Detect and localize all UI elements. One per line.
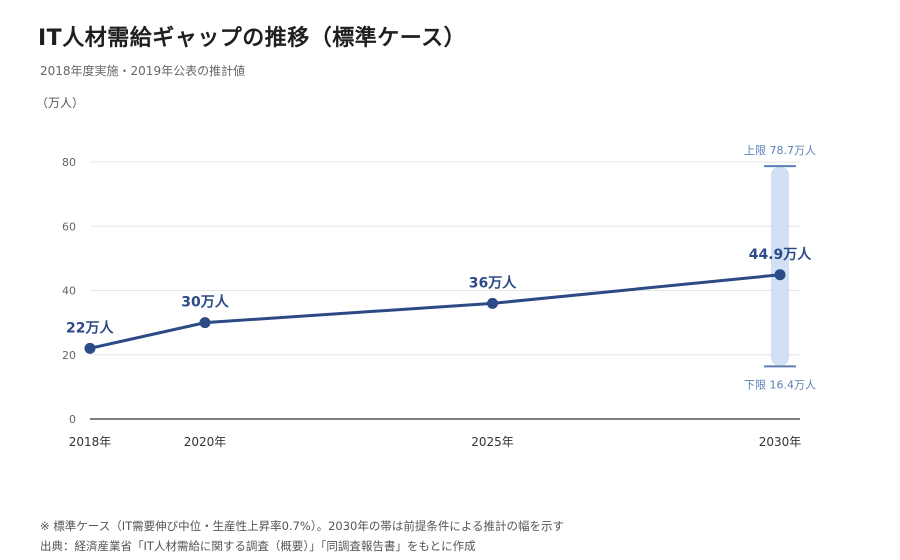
- range-band-bar: [771, 166, 789, 367]
- x-tick-label: 2025年: [471, 435, 514, 449]
- x-tick-label: 2018年: [69, 435, 112, 449]
- data-label: 22万人: [66, 319, 114, 336]
- page-title: IT人材需給ギャップの推移（標準ケース）: [38, 26, 467, 51]
- data-point: [84, 342, 96, 354]
- footnote-source: 出典：経済産業省「IT人材需給に関する調査（概要）」「同調査報告書」をもとに作成: [40, 539, 476, 553]
- data-label: 44.9万人: [749, 246, 813, 263]
- y-tick-label: 40: [62, 285, 76, 298]
- y-axis-label: （万人）: [36, 96, 84, 110]
- page-subtitle: 2018年度実施・2019年公表の推計値: [40, 64, 246, 78]
- y-tick-label: 60: [62, 220, 76, 233]
- x-tick-label: 2030年: [759, 435, 802, 449]
- footnote-scope: ※ 標準ケース（IT需要伸び中位・生産性上昇率0.7%）。2030年の帯は前提条…: [40, 519, 565, 533]
- data-point: [774, 269, 786, 281]
- data-label: 30万人: [181, 294, 229, 311]
- range-upper-label: 上限 78.7万人: [744, 144, 816, 157]
- y-tick-label: 80: [62, 156, 76, 169]
- data-label: 36万人: [469, 274, 517, 291]
- y-tick-labels: 0 20 40 60 80: [62, 156, 76, 426]
- y-tick-label: 0: [69, 413, 76, 426]
- grid-lines: [90, 161, 800, 420]
- data-point: [199, 317, 211, 329]
- y-tick-label: 20: [62, 349, 76, 362]
- series-line: [89, 273, 781, 350]
- data-points: 22万人 30万人 36万人 44.9万人: [66, 246, 812, 354]
- series-polyline: [89, 273, 781, 350]
- footnotes: ※ 標準ケース（IT需要伸び中位・生産性上昇率0.7%）。2030年の帯は前提条…: [40, 516, 564, 556]
- data-point: [487, 297, 498, 309]
- range-lower-label: 下限 16.4万人: [744, 378, 816, 391]
- x-tick-label: 2020年: [184, 435, 227, 449]
- x-tick-labels: 2018年 2020年 2025年 2030年: [69, 435, 802, 449]
